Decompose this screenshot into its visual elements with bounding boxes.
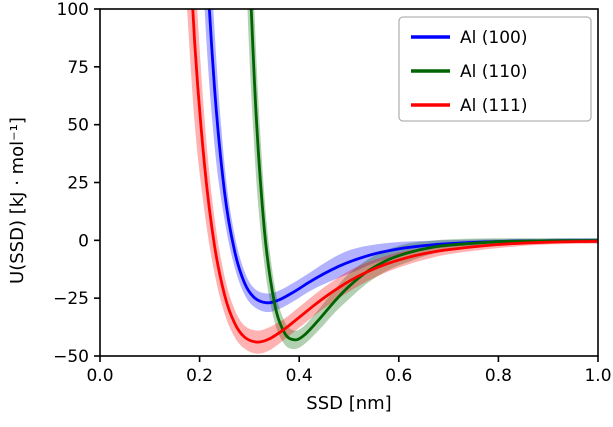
line-al-110- <box>249 9 598 342</box>
y-tick-label: −50 <box>53 347 89 367</box>
y-axis-label: U(SSD) [kJ · mol⁻¹] <box>7 117 28 284</box>
y-tick-label: 75 <box>67 58 89 78</box>
legend-box <box>398 16 592 122</box>
y-tick-label: 0 <box>78 231 89 251</box>
y-tick-label: −25 <box>53 289 89 309</box>
legend-label: Al (111) <box>460 96 527 116</box>
x-tick-label: 0.2 <box>186 366 213 386</box>
x-tick-label: 0.0 <box>86 366 113 386</box>
x-tick-label: 0.4 <box>286 366 313 386</box>
legend-label: Al (110) <box>460 62 527 82</box>
x-tick-label: 0.8 <box>485 366 512 386</box>
x-tick-label: 1.0 <box>584 366 611 386</box>
band-al-111- <box>187 9 598 354</box>
legend: Al (100) Al (110) Al (111) <box>398 16 592 122</box>
plot-area <box>187 9 598 354</box>
line-al-111- <box>191 9 598 344</box>
x-axis-label: SSD [nm] <box>306 393 391 414</box>
y-tick-label: 100 <box>57 0 89 20</box>
line-al-100- <box>207 9 598 305</box>
legend-label: Al (100) <box>460 28 527 48</box>
x-tick-label: 0.6 <box>385 366 412 386</box>
y-tick-label: 25 <box>67 174 89 194</box>
y-tick-label: 50 <box>67 116 89 136</box>
